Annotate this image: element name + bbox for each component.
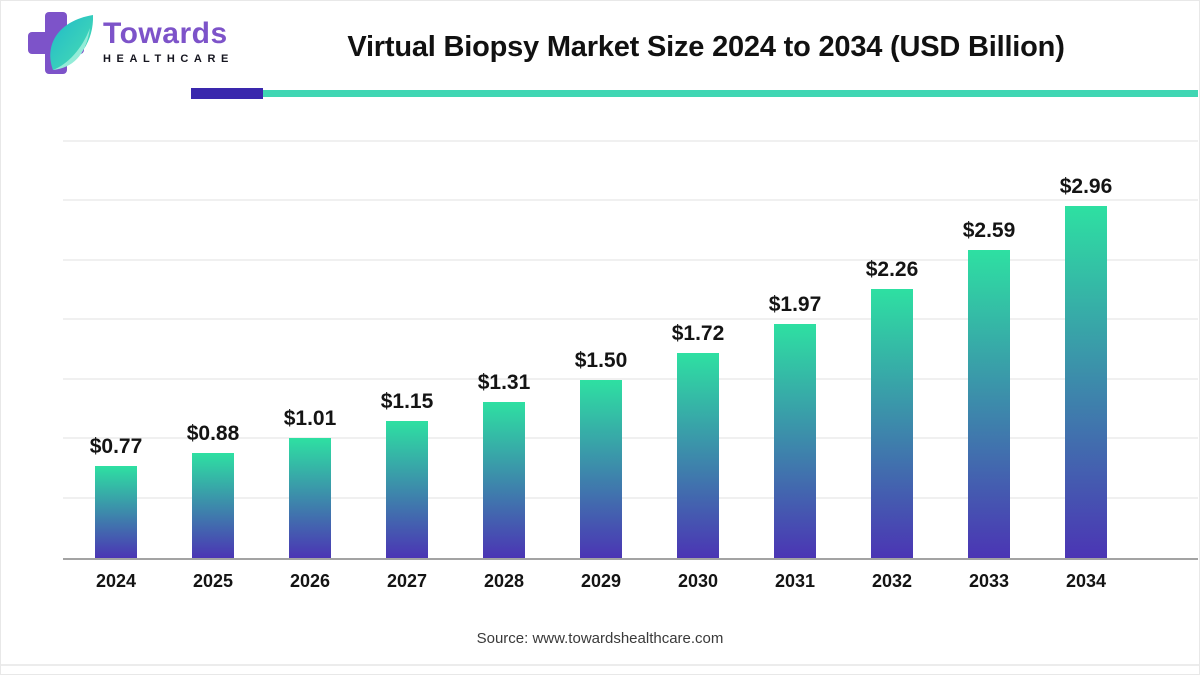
bar-value-label: $1.50: [574, 348, 628, 372]
bar-2029: $1.50: [575, 349, 627, 558]
bottom-divider: [1, 664, 1199, 666]
bar-2032: $2.26: [866, 258, 918, 558]
x-tick-2034: 2034: [1065, 571, 1107, 591]
bar-2026: $1.01: [284, 407, 336, 558]
bar-value-label: $1.97: [768, 292, 822, 316]
x-tick-2029: 2029: [580, 571, 622, 591]
chart-title: Virtual Biopsy Market Size 2024 to 2034 …: [347, 31, 1065, 63]
bar-value-label: $1.31: [477, 371, 531, 395]
bar-2024: $0.77: [90, 435, 142, 558]
x-tick-2030: 2030: [677, 571, 719, 591]
gridline: [63, 318, 1198, 321]
source-note: Source: www.towardshealthcare.com: [476, 630, 724, 647]
bar-2031: $1.97: [769, 293, 821, 558]
bar-2033: $2.59: [963, 219, 1015, 558]
brand-logo: Towards HEALTHCARE: [27, 11, 234, 75]
gridline: [63, 139, 1198, 142]
gridline: [63, 377, 1198, 380]
x-tick-2024: 2024: [95, 571, 137, 591]
cross-leaf-logo-icon: [28, 12, 94, 74]
bar-value-label: $2.59: [962, 218, 1016, 242]
bar-value-label: $2.96: [1059, 174, 1113, 198]
x-tick-2033: 2033: [968, 571, 1010, 591]
x-tick-2032: 2032: [871, 571, 913, 591]
x-tick-2027: 2027: [386, 571, 428, 591]
brand-name: Towards: [103, 17, 228, 50]
bar-chart-plot-area: $0.77 $0.88 $1.01 $1.15 $1.31 $1.50 $1.72 $1.97…: [63, 131, 1198, 560]
bar-2027: $1.15: [381, 390, 433, 558]
brand-subtitle: HEALTHCARE: [103, 53, 234, 65]
bar-value-label: $1.15: [380, 390, 434, 414]
bar-2030: $1.72: [672, 322, 724, 558]
bar-2034: $2.96: [1060, 175, 1112, 558]
bar-value-label: $0.77: [89, 435, 143, 459]
gridline: [63, 258, 1198, 261]
title-underline-accent: [191, 88, 263, 99]
brand-logo-text: Towards HEALTHCARE: [103, 11, 234, 66]
gridline: [63, 199, 1198, 202]
title-underline-line: [263, 90, 1198, 97]
x-tick-2028: 2028: [483, 571, 525, 591]
x-axis-labels: 2024 2025 2026 2027 2028 2029 2030 2031 2032 2033…: [63, 571, 1198, 595]
x-tick-2025: 2025: [192, 571, 234, 591]
bar-2028: $1.31: [478, 371, 530, 558]
bar-value-label: $0.88: [186, 422, 240, 446]
bar-2025: $0.88: [187, 422, 239, 558]
x-tick-2026: 2026: [289, 571, 331, 591]
x-tick-2031: 2031: [774, 571, 816, 591]
bar-value-label: $2.26: [865, 258, 919, 282]
gridline: [63, 496, 1198, 499]
gridline: [63, 437, 1198, 440]
bar-value-label: $1.01: [283, 406, 337, 430]
bar-value-label: $1.72: [671, 322, 725, 346]
